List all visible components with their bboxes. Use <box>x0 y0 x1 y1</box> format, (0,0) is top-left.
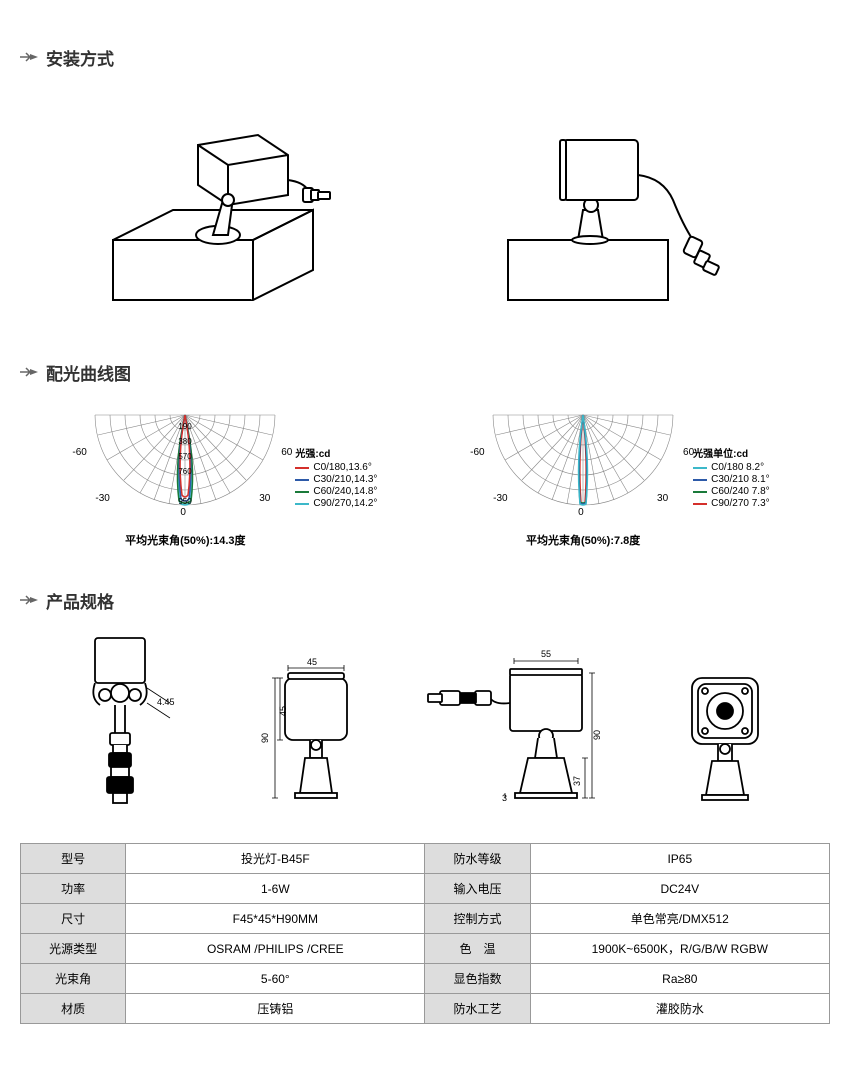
legend-title: 光强:cd <box>295 445 377 460</box>
axis-label: 0 <box>180 507 186 518</box>
legend-label: C90/270,14.2° <box>313 498 377 509</box>
spec-value: OSRAM /PHILIPS /CREE <box>126 934 425 964</box>
tech-drawing-side: 55 90 37 3 <box>410 643 630 823</box>
legend-label: C30/210,14.3° <box>313 474 377 485</box>
axis-label: 0 <box>578 507 584 518</box>
svg-text:380: 380 <box>179 437 193 446</box>
svg-text:190: 190 <box>179 422 193 431</box>
section-title: 配光曲线图 <box>46 360 131 385</box>
spec-value: 单色常亮/DMX512 <box>530 904 829 934</box>
legend-label: C0/180,13.6° <box>313 462 372 473</box>
polar-chart-2: -60 60 -30 30 0 平均光束角(50%):7.8度 光强单位:cd … <box>478 405 770 548</box>
polar-caption: 平均光束角(50%):7.8度 <box>478 532 688 548</box>
spec-table: 型号投光灯-B45F防水等级IP65功率1-6W输入电压DC24V尺寸F45*4… <box>20 843 830 1024</box>
spec-label: 光束角 <box>21 964 126 994</box>
tech-drawing-bottom: 4.45 <box>30 633 220 823</box>
legend-swatch <box>693 491 707 493</box>
spec-label: 显色指数 <box>425 964 530 994</box>
tech-drawings: 4.45 45 90 45 <box>20 633 830 823</box>
spec-value: 1900K~6500K，R/G/B/W RGBW <box>530 934 829 964</box>
dim-label: 90 <box>592 730 602 740</box>
legend-swatch <box>295 491 309 493</box>
install-diagram-side <box>425 90 810 320</box>
legend-label: C90/270 7.3° <box>711 498 770 509</box>
dim-label: 3 <box>502 793 507 803</box>
polar-chart-1: 190 380 570 760 950 -60 60 -30 30 0 平均光束… <box>80 405 377 548</box>
legend-label: C0/180 8.2° <box>711 462 764 473</box>
arrow-icon <box>20 364 38 382</box>
legend-label: C60/240 7.8° <box>711 486 770 497</box>
svg-text:760: 760 <box>179 467 193 476</box>
table-row: 尺寸F45*45*H90MM控制方式单色常亮/DMX512 <box>21 904 830 934</box>
legend-swatch <box>693 503 707 505</box>
legend-swatch <box>693 467 707 469</box>
polar-charts: 190 380 570 760 950 -60 60 -30 30 0 平均光束… <box>20 405 830 548</box>
spec-label: 防水工艺 <box>425 994 530 1024</box>
polar-caption: 平均光束角(50%):14.3度 <box>80 532 290 548</box>
dim-label: 37 <box>572 776 582 786</box>
arrow-icon <box>20 592 38 610</box>
spec-label: 输入电压 <box>425 874 530 904</box>
axis-label: -30 <box>493 493 507 504</box>
legend-label: C60/240,14.8° <box>313 486 377 497</box>
section-title: 产品规格 <box>46 588 114 613</box>
legend-swatch <box>295 503 309 505</box>
spec-label: 型号 <box>21 844 126 874</box>
spec-label: 尺寸 <box>21 904 126 934</box>
table-row: 功率1-6W输入电压DC24V <box>21 874 830 904</box>
spec-label: 功率 <box>21 874 126 904</box>
axis-label: -60 <box>470 447 484 458</box>
spec-label: 防水等级 <box>425 844 530 874</box>
spec-value: IP65 <box>530 844 829 874</box>
legend-swatch <box>693 479 707 481</box>
table-row: 光束角5-60°显色指数Ra≥80 <box>21 964 830 994</box>
spec-label: 材质 <box>21 994 126 1024</box>
spec-label: 控制方式 <box>425 904 530 934</box>
polar-legend-1: 光强:cd C0/180,13.6° C30/210,14.3° C60/240… <box>295 445 377 510</box>
section-header-curve: 配光曲线图 <box>20 360 830 385</box>
arrow-icon <box>20 49 38 67</box>
spec-label: 色 温 <box>425 934 530 964</box>
spec-value: 投光灯-B45F <box>126 844 425 874</box>
svg-text:570: 570 <box>179 452 193 461</box>
legend-title: 光强单位:cd <box>693 445 770 460</box>
legend-swatch <box>295 467 309 469</box>
tech-drawing-front: 45 90 45 <box>220 653 410 823</box>
spec-value: 5-60° <box>126 964 425 994</box>
install-diagram-iso <box>40 90 425 320</box>
spec-value: 灌胶防水 <box>530 994 829 1024</box>
axis-label: -30 <box>95 493 109 504</box>
section-header-install: 安装方式 <box>20 45 830 70</box>
axis-label: 60 <box>281 447 292 458</box>
axis-label: 60 <box>683 447 694 458</box>
dim-label: 90 <box>260 733 270 743</box>
spec-value: 1-6W <box>126 874 425 904</box>
table-row: 材质压铸铝防水工艺灌胶防水 <box>21 994 830 1024</box>
spec-label: 光源类型 <box>21 934 126 964</box>
svg-text:950: 950 <box>179 497 193 506</box>
legend-label: C30/210 8.1° <box>711 474 770 485</box>
dim-label: 45 <box>307 657 317 667</box>
dim-label: 45 <box>278 706 288 716</box>
spec-value: Ra≥80 <box>530 964 829 994</box>
section-header-spec: 产品规格 <box>20 588 830 613</box>
polar-legend-2: 光强单位:cd C0/180 8.2° C30/210 8.1° C60/240… <box>693 445 770 510</box>
spec-value: DC24V <box>530 874 829 904</box>
axis-label: 30 <box>259 493 270 504</box>
spec-value: 压铸铝 <box>126 994 425 1024</box>
legend-swatch <box>295 479 309 481</box>
axis-label: -60 <box>72 447 86 458</box>
spec-value: F45*45*H90MM <box>126 904 425 934</box>
dim-label: 55 <box>541 649 551 659</box>
section-title: 安装方式 <box>46 45 114 70</box>
dim-label: 4.45 <box>157 697 175 707</box>
axis-label: 30 <box>657 493 668 504</box>
table-row: 型号投光灯-B45F防水等级IP65 <box>21 844 830 874</box>
tech-drawing-rear <box>630 653 820 823</box>
table-row: 光源类型OSRAM /PHILIPS /CREE色 温1900K~6500K，R… <box>21 934 830 964</box>
install-diagrams <box>20 90 830 320</box>
